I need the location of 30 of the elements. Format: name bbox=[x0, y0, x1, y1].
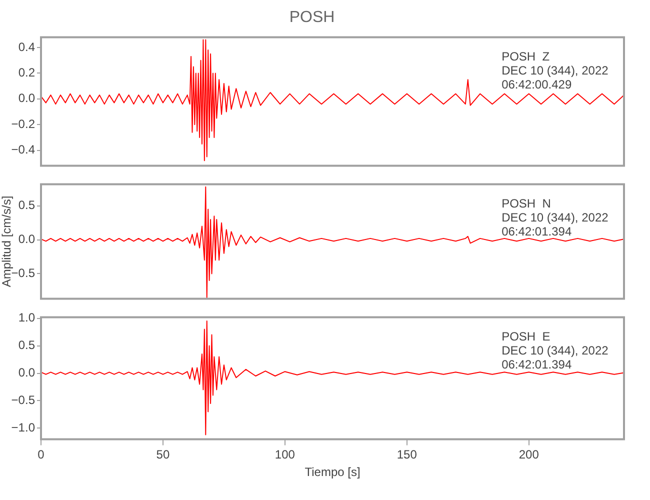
y-tick-label: 0.5 bbox=[18, 338, 36, 352]
y-tick-label: −0.5 bbox=[11, 393, 36, 408]
annotation: POSH N bbox=[502, 196, 551, 211]
x-tick-label: 100 bbox=[274, 448, 296, 462]
y-tick-label: 0.0 bbox=[18, 366, 36, 380]
annotation: 06:42:01.394 bbox=[502, 358, 572, 372]
x-tick-label: 50 bbox=[156, 448, 170, 462]
y-tick-label: 1.0 bbox=[18, 310, 36, 325]
y-axis-title: Amplitud [cm/s/s] bbox=[0, 196, 14, 288]
x-tick-label: 150 bbox=[396, 448, 418, 462]
y-tick-label: −0.5 bbox=[11, 266, 36, 280]
y-tick-label: −0.2 bbox=[11, 116, 36, 131]
y-tick-label: 0.4 bbox=[18, 40, 36, 54]
y-tick-label: −1.0 bbox=[11, 420, 36, 435]
chart-title: POSH bbox=[289, 9, 335, 26]
annotation: 06:42:00.429 bbox=[502, 78, 572, 92]
x-tick-label: 200 bbox=[518, 448, 540, 462]
annotation: 06:42:01.394 bbox=[502, 224, 572, 239]
y-tick-label: 0.0 bbox=[18, 232, 36, 246]
y-tick-label: −0.4 bbox=[11, 142, 36, 157]
x-tick-label: 0 bbox=[38, 448, 45, 462]
annotation: DEC 10 (344), 2022 bbox=[502, 210, 609, 225]
y-tick-label: 0.2 bbox=[18, 66, 36, 80]
annotation: POSH Z bbox=[502, 50, 550, 64]
annotation: POSH E bbox=[502, 330, 550, 344]
x-axis-title: Tiempo [s] bbox=[304, 465, 360, 480]
y-tick-label: 0.5 bbox=[18, 198, 36, 212]
annotation: DEC 10 (344), 2022 bbox=[502, 344, 609, 358]
y-tick-label: 0.0 bbox=[18, 91, 36, 106]
annotation: DEC 10 (344), 2022 bbox=[502, 64, 609, 78]
